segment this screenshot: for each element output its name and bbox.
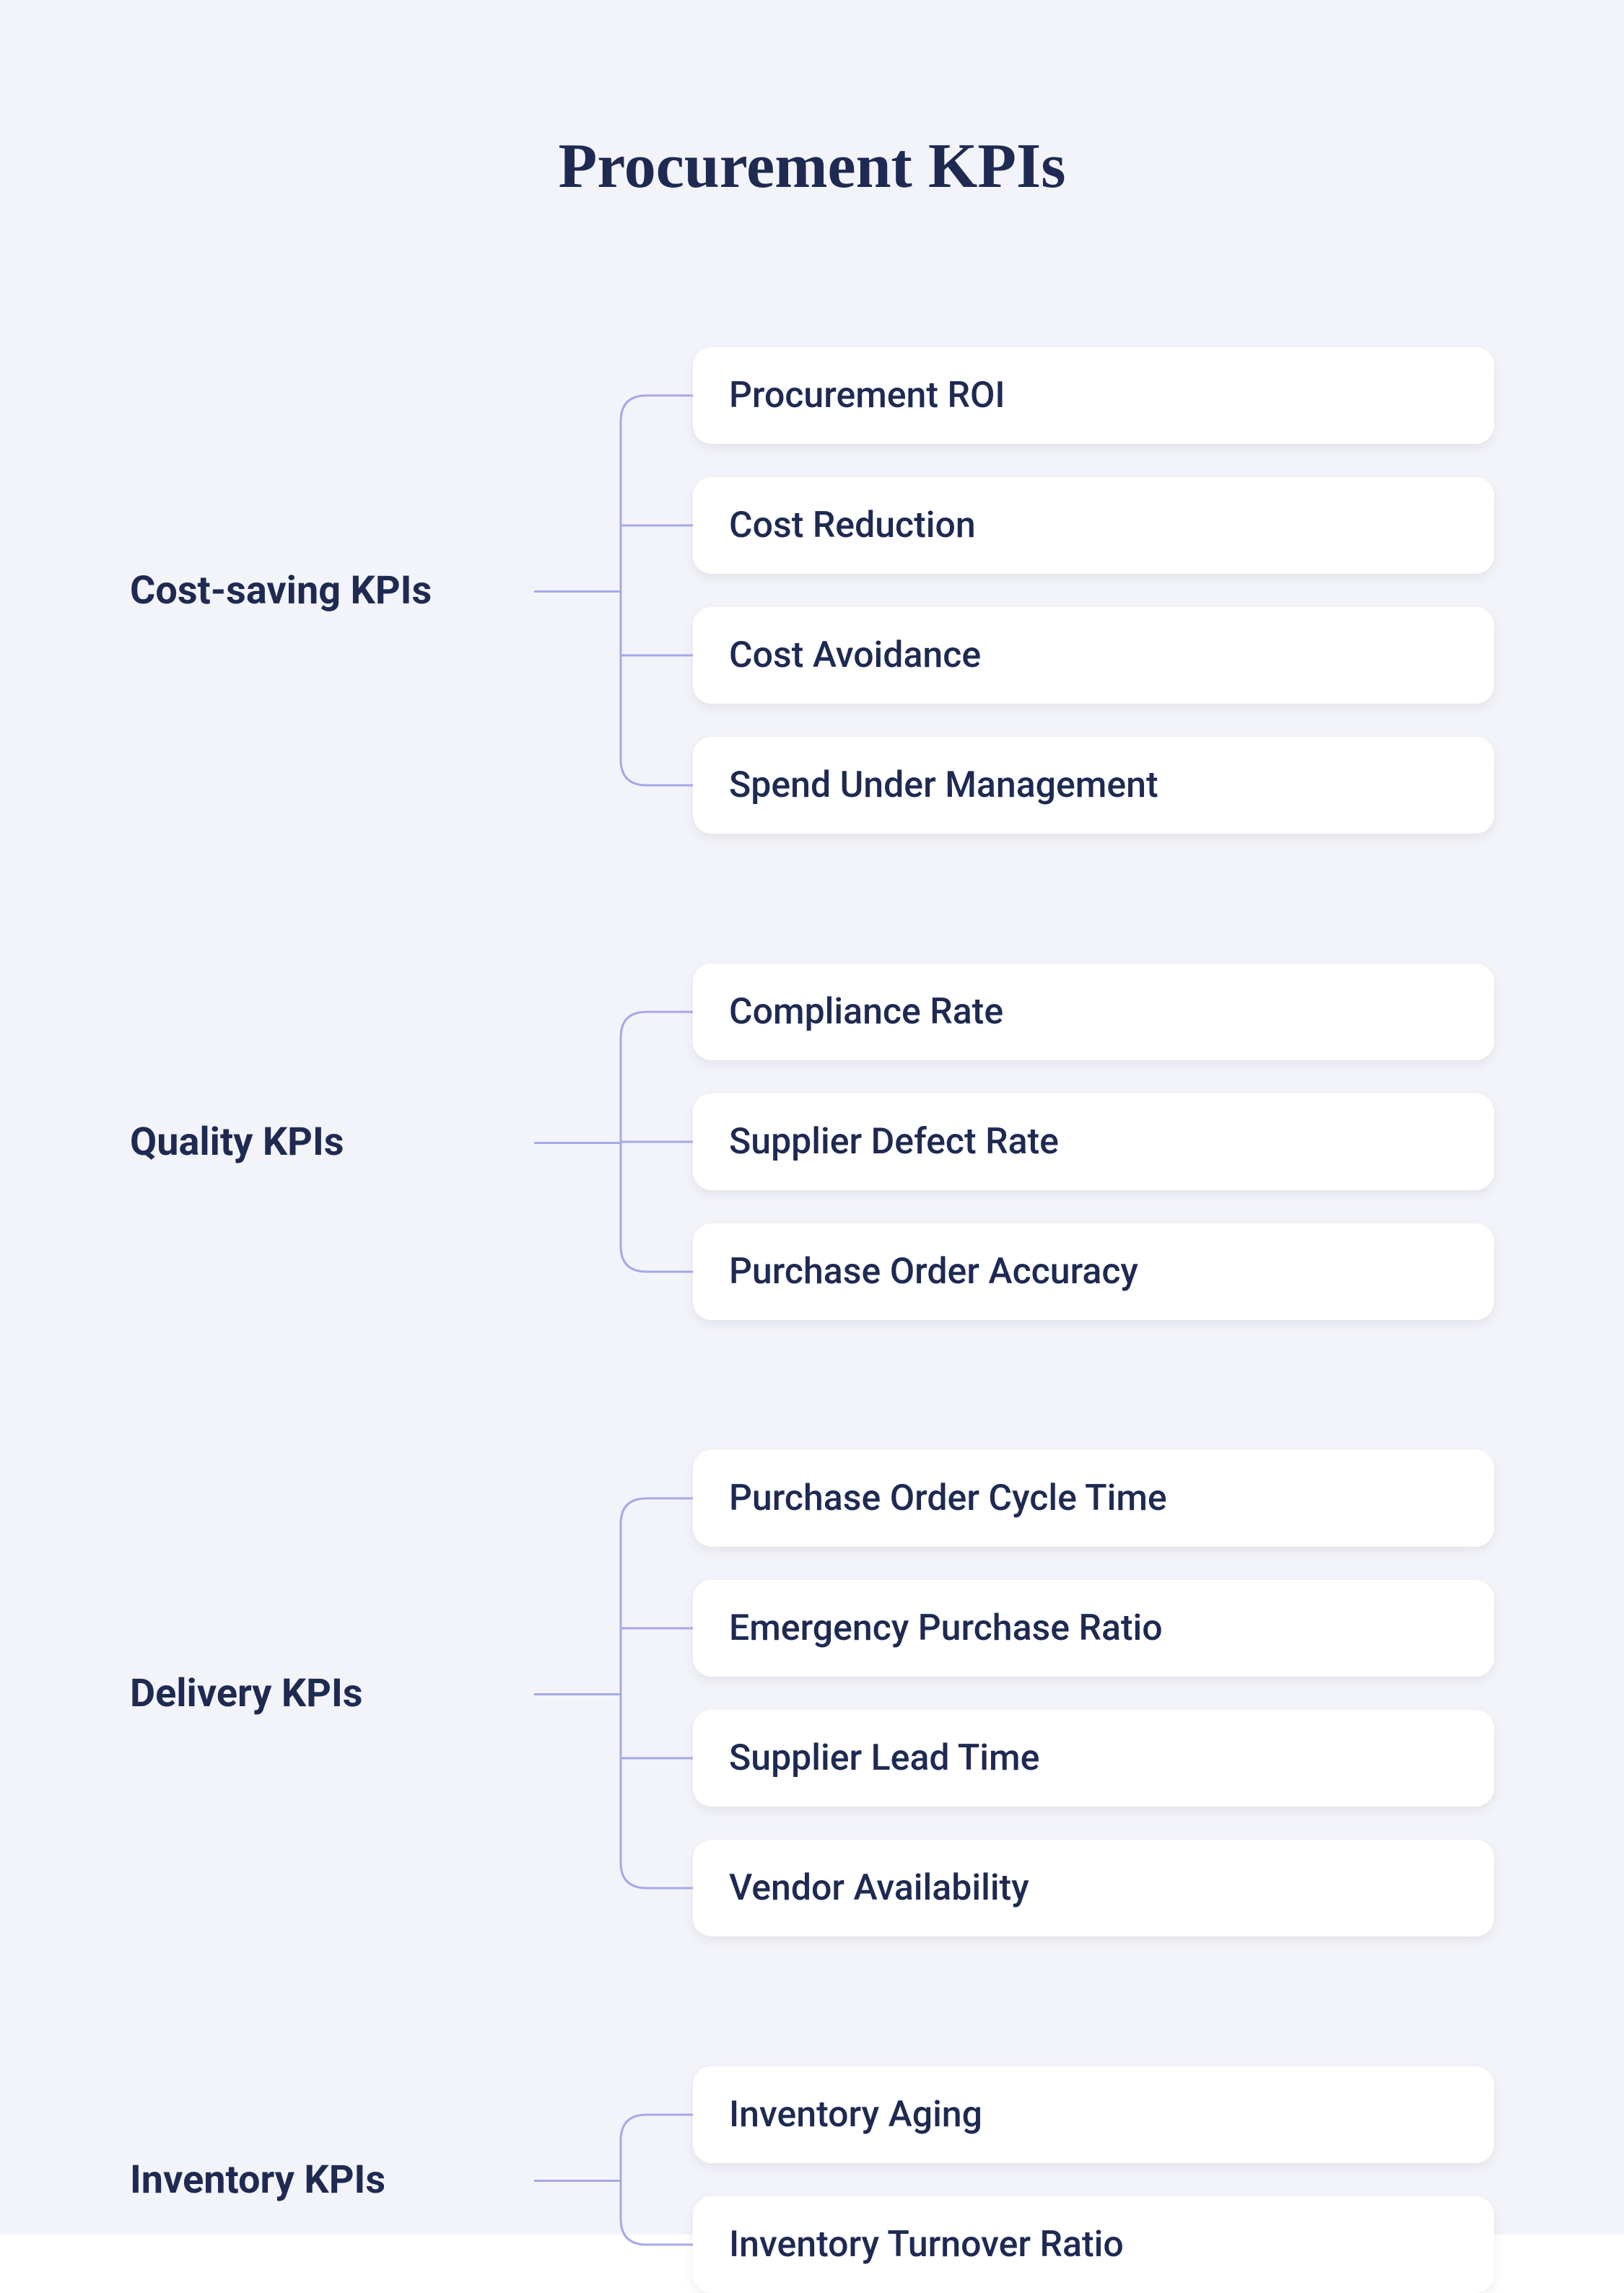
connector-stub bbox=[534, 590, 621, 593]
kpi-item: Cost Avoidance bbox=[693, 607, 1494, 704]
connector-bracket bbox=[621, 2066, 693, 2293]
kpi-item: Purchase Order Accuracy bbox=[693, 1223, 1494, 1320]
page-title: Procurement KPIs bbox=[130, 130, 1494, 203]
group-label: Quality KPIs bbox=[130, 1119, 534, 1165]
kpi-group: Quality KPIs Compliance Rate Supplier Defe… bbox=[130, 964, 1494, 1320]
group-label: Delivery KPIs bbox=[130, 1671, 534, 1716]
kpi-item: Supplier Defect Rate bbox=[693, 1093, 1494, 1190]
kpi-item: Spend Under Management bbox=[693, 737, 1494, 834]
kpi-group: Delivery KPIs Purchase Order Cycle Time Em… bbox=[130, 1450, 1494, 1936]
connector-stub bbox=[534, 1142, 621, 1144]
items-column: Procurement ROI Cost Reduction Cost Avoida… bbox=[693, 347, 1494, 834]
kpi-item: Inventory Aging bbox=[693, 2066, 1494, 2163]
group-label: Inventory KPIs bbox=[130, 2157, 534, 2203]
connector-bracket bbox=[621, 1450, 693, 1936]
items-column: Compliance Rate Supplier Defect Rate Purch… bbox=[693, 964, 1494, 1320]
kpi-item: Supplier Lead Time bbox=[693, 1710, 1494, 1807]
kpi-group: Inventory KPIs Inventory Aging Inventory T… bbox=[130, 2066, 1494, 2293]
items-column: Purchase Order Cycle Time Emergency Purch… bbox=[693, 1450, 1494, 1936]
connector-stub bbox=[534, 2180, 621, 2182]
groups-container: Cost-saving KPIs Procurement ROI Cost Redu… bbox=[130, 347, 1494, 2293]
kpi-item: Cost Reduction bbox=[693, 477, 1494, 574]
kpi-item: Compliance Rate bbox=[693, 964, 1494, 1060]
kpi-item: Purchase Order Cycle Time bbox=[693, 1450, 1494, 1547]
kpi-item: Procurement ROI bbox=[693, 347, 1494, 444]
items-column: Inventory Aging Inventory Turnover Ratio bbox=[693, 2066, 1494, 2293]
connector-bracket bbox=[621, 964, 693, 1320]
connector-stub bbox=[534, 1693, 621, 1695]
kpi-item: Emergency Purchase Ratio bbox=[693, 1580, 1494, 1677]
kpi-item: Vendor Availability bbox=[693, 1840, 1494, 1936]
group-label: Cost-saving KPIs bbox=[130, 568, 534, 613]
diagram-page: Procurement KPIs Cost-saving KPIs Procure… bbox=[0, 0, 1624, 2235]
kpi-group: Cost-saving KPIs Procurement ROI Cost Redu… bbox=[130, 347, 1494, 834]
kpi-item: Inventory Turnover Ratio bbox=[693, 2196, 1494, 2293]
connector-bracket bbox=[621, 347, 693, 834]
